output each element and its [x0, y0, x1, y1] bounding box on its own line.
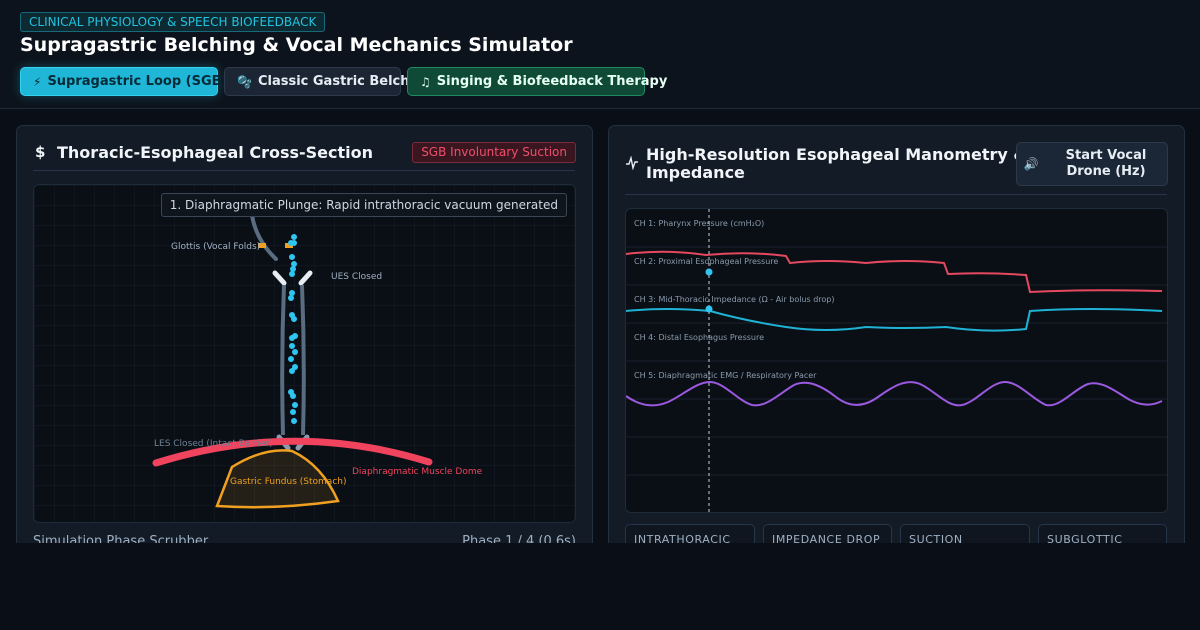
cursor-marker-ch2: [705, 268, 713, 276]
metric-label: SUCTION: [909, 533, 963, 546]
pressure-trace: [626, 250, 1163, 294]
sgb-status-badge: SGB Involuntary Suction: [412, 142, 576, 163]
metric-label: IMPEDANCE DROP: [772, 533, 881, 546]
metric-label: SUBGLOTTIC: [1047, 533, 1123, 546]
activity-pulse-icon: [626, 156, 638, 170]
cursor-marker-ch3: [705, 305, 713, 313]
channel-gridlines: [626, 246, 1167, 476]
panel-divider: [33, 170, 575, 171]
panel-divider: [625, 194, 1167, 195]
esophagus-wall-right: [300, 284, 306, 436]
channel-label-1: CH 1: Pharynx Pressure (cmH₂O): [634, 219, 764, 228]
diaphragm-label: Diaphragmatic Muscle Dome: [352, 467, 483, 477]
ues-label: UES Closed: [331, 272, 382, 282]
tab-label: Classic Gastric Belch: [257, 74, 410, 89]
lightning-icon: ⚡: [33, 74, 42, 89]
stomach-label: Gastric Fundus (Stomach): [230, 477, 346, 487]
air-particles: [288, 234, 298, 424]
channel-label-4: CH 4: Distal Esophagus Pressure: [634, 333, 764, 342]
glottis-fold-left: [258, 243, 266, 248]
manometry-title: High-Resolution Esophageal Manometry & I…: [646, 146, 1027, 182]
cross-section-panel: $ Thoracic-Esophageal Cross-Section SGB …: [16, 125, 593, 567]
tab-singing-biofeedback[interactable]: ♫ Singing & Biofeedback Therapy: [407, 67, 667, 96]
page-bottom: [0, 543, 1200, 630]
tab-classic-gastric-belch[interactable]: 🫧 Classic Gastric Belch: [224, 67, 410, 96]
tab-label: Supragastric Loop (SGB): [47, 74, 228, 89]
manometry-chart: CH 1: Pharynx Pressure (cmH₂O) CH 2: Pro…: [625, 208, 1168, 513]
channel-label-2: CH 2: Proximal Esophageal Pressure: [634, 257, 778, 266]
dollar-sign-icon: $: [35, 143, 46, 161]
emg-trace: [626, 380, 1163, 407]
ues-right: [298, 270, 313, 286]
manometry-title-line1: High-Resolution Esophageal Manometry &: [646, 145, 1028, 164]
diaphragm-dome: [152, 437, 433, 467]
drone-label-line1: Start Vocal: [1065, 148, 1147, 163]
glottis-fold-right: [285, 243, 293, 248]
manometry-title-line2: Impedance: [646, 163, 745, 182]
les-label: LES Closed (Intact Barrier): [154, 439, 273, 449]
cross-section-canvas: Glottis (Vocal Folds) UES Closed LES Clo…: [33, 184, 576, 523]
start-vocal-drone-button[interactable]: 🔊 Start Vocal Drone (Hz): [1016, 142, 1168, 186]
phase-description: 1. Diaphragmatic Plunge: Rapid intrathor…: [160, 193, 567, 217]
metric-label: INTRATHORACIC: [634, 533, 731, 546]
tab-supragastric-loop[interactable]: ⚡ Supragastric Loop (SGB): [20, 67, 227, 96]
drone-label-line2: Drone (Hz): [1066, 164, 1146, 179]
category-badge: CLINICAL PHYSIOLOGY & SPEECH BIOFEEDBACK: [20, 12, 326, 32]
channel-label-5: CH 5: Diaphragmatic EMG / Respiratory Pa…: [634, 371, 817, 380]
manometry-panel: High-Resolution Esophageal Manometry & I…: [608, 125, 1185, 567]
manometry-traces: CH 1: Pharynx Pressure (cmH₂O) CH 2: Pro…: [626, 209, 1167, 512]
ues-left: [272, 270, 287, 286]
anatomy-diagram: Glottis (Vocal Folds) UES Closed LES Clo…: [34, 185, 575, 522]
gastric-fundus: [215, 449, 340, 509]
pharynx-tube: [250, 213, 278, 261]
tab-label: Singing & Biofeedback Therapy: [436, 74, 668, 89]
page-title: Supragastric Belching & Vocal Mechanics …: [20, 34, 573, 56]
app-header: CLINICAL PHYSIOLOGY & SPEECH BIOFEEDBACK…: [0, 0, 1200, 109]
drone-button-label: Start Vocal Drone (Hz): [1045, 148, 1167, 180]
speaker-icon: 🔊: [1023, 157, 1039, 171]
bubbles-icon: 🫧: [237, 74, 252, 89]
impedance-trace: [626, 308, 1163, 332]
esophagus-wall-left: [280, 284, 286, 436]
cross-section-title: Thoracic-Esophageal Cross-Section: [57, 143, 374, 162]
music-note-icon: ♫: [420, 74, 431, 89]
channel-label-3: CH 3: Mid-Thoracic Impedance (Ω - Air bo…: [634, 295, 835, 304]
glottis-label: Glottis (Vocal Folds): [171, 242, 260, 252]
